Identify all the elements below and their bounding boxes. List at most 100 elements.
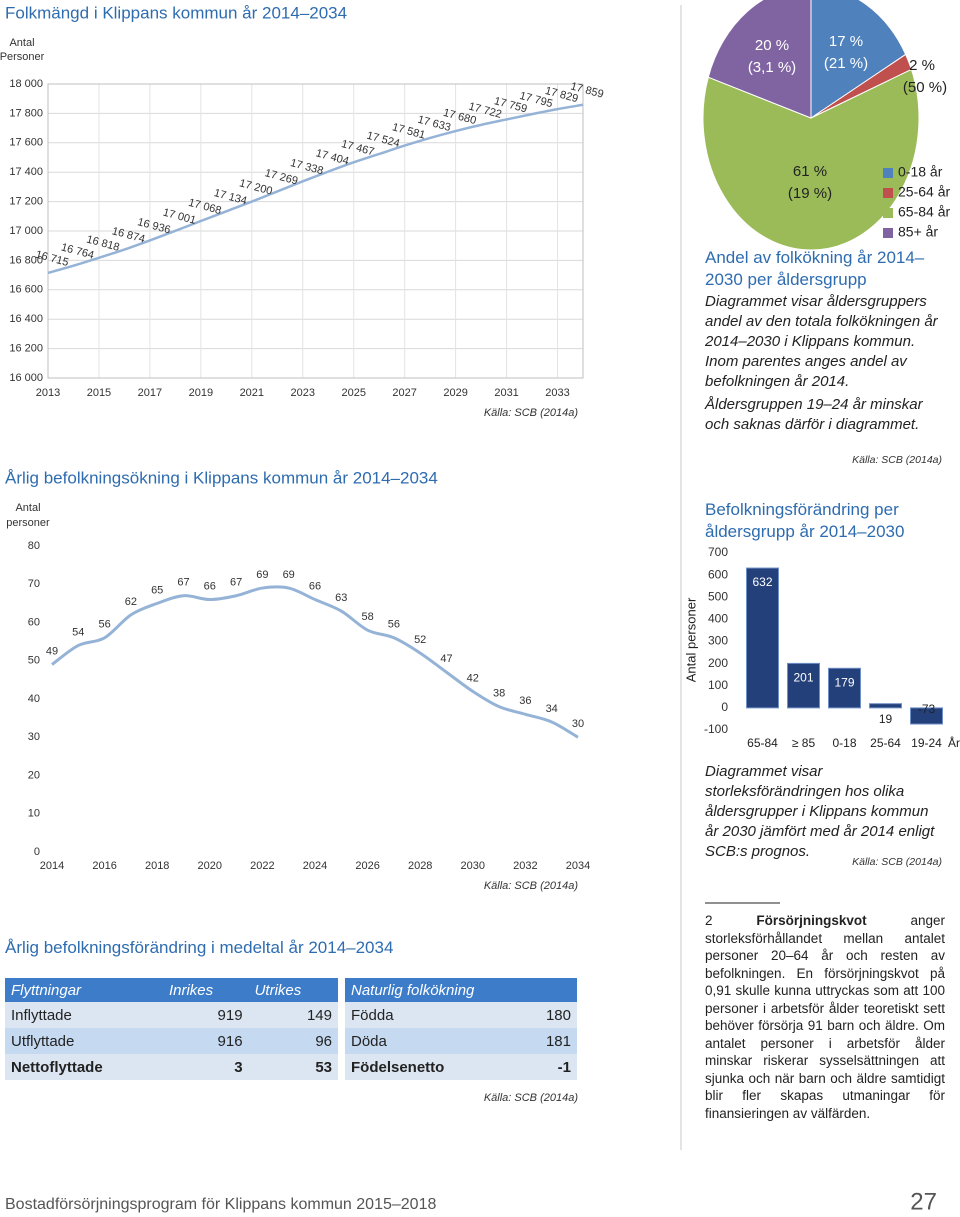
data-label: 66 <box>309 580 321 592</box>
source: Källa: SCB (2014a) <box>484 1092 578 1104</box>
chart-title: Andel av folkökning år 2014–2030 per åld… <box>705 248 925 289</box>
bar <box>869 703 902 709</box>
footnote-number: 2 <box>705 913 713 928</box>
y-tick-label: 0 <box>34 846 40 858</box>
y-tick-label: 700 <box>708 545 728 559</box>
pie-slice <box>702 68 920 251</box>
chart-title: Folkmängd i Klippans kommun år 2014–2034 <box>5 3 347 22</box>
data-label: 54 <box>72 626 84 638</box>
cell: Födelsenetto <box>345 1054 517 1080</box>
footnote: 2 Försörjningskvot anger storleksförhåll… <box>705 912 945 1122</box>
header-cell: Inrikes <box>162 978 249 1002</box>
y-tick-label: 50 <box>28 655 40 667</box>
footnote-term: Försörjningskvot <box>756 913 867 928</box>
table-row: Utflyttade 916 96 <box>5 1028 338 1054</box>
plot-frame <box>47 83 584 379</box>
y-axis-label: Antal <box>9 37 34 49</box>
data-label: 201 <box>793 671 813 685</box>
table-row: Inflyttade 919 149 <box>5 1002 338 1028</box>
table-title: Årlig befolkningsförändring i medeltal å… <box>5 938 394 957</box>
data-label: 19 <box>879 712 893 726</box>
line <box>47 103 584 275</box>
cell: 916 <box>162 1028 249 1054</box>
description: Diagrammet visar åldersgruppers andel av… <box>705 293 938 390</box>
x-tick-label: 65-84 <box>747 736 778 750</box>
cell: 181 <box>516 1028 577 1054</box>
data-label: 38 <box>493 688 505 700</box>
legend-swatch <box>883 208 893 218</box>
x-tick-label: 2027 <box>392 387 416 399</box>
page-number: 27 <box>910 1188 937 1215</box>
table: Naturlig folkökning Födda 180 Döda 181 Föd… <box>345 978 577 1080</box>
share-label: (3,1 %) <box>748 59 796 76</box>
y-tick-label: 300 <box>708 634 728 648</box>
y-tick-label: 200 <box>708 656 728 670</box>
cell: Nettoflyttade <box>5 1054 163 1080</box>
table-row: Döda 181 <box>345 1028 577 1054</box>
y-tick-label: 16 000 <box>9 372 43 384</box>
data-label: 34 <box>546 703 558 715</box>
y-tick-label: 0 <box>721 700 728 714</box>
y-tick-label: 600 <box>708 567 728 581</box>
x-tick-label: 2034 <box>566 860 590 872</box>
header-cell: Flyttningar <box>5 978 163 1002</box>
legend-label: 0-18 år <box>898 164 943 180</box>
data-label: 65 <box>151 584 163 596</box>
data-label: 66 <box>204 580 216 592</box>
x-tick-label: 2017 <box>138 387 162 399</box>
table-row: Nettoflyttade 3 53 <box>5 1054 338 1080</box>
x-tick-label: ≥ 85 <box>792 736 816 750</box>
bar <box>828 667 861 709</box>
cell: 53 <box>248 1054 338 1080</box>
x-tick-label: 2020 <box>198 860 222 872</box>
data-label: 67 <box>177 577 189 589</box>
cell: Födda <box>345 1002 517 1028</box>
source: Källa: SCB (2014a) <box>852 856 942 868</box>
data-label: 56 <box>388 619 400 631</box>
y-axis-label: Antal <box>15 502 40 514</box>
header-cell: Utrikes <box>248 978 338 1002</box>
source: Källa: SCB (2014a) <box>852 454 942 466</box>
data-label: 47 <box>440 653 452 665</box>
footnote-text: anger storleksförhållandet mellan antale… <box>705 913 945 1121</box>
table-row: Födelsenetto -1 <box>345 1054 577 1080</box>
y-tick-label: 16 200 <box>9 343 43 355</box>
y-tick-label: 16 600 <box>9 284 43 296</box>
table-header: Naturlig folkökning <box>345 978 577 1002</box>
cell: 149 <box>248 1002 338 1028</box>
legend-swatch <box>883 188 893 198</box>
share-label: (19 %) <box>788 185 832 202</box>
x-axis-label: År <box>948 735 960 750</box>
y-tick-label: 400 <box>708 612 728 626</box>
x-tick-label: 19-24 <box>911 736 942 750</box>
x-tick-label: 2025 <box>341 387 365 399</box>
x-tick-label: 2019 <box>189 387 213 399</box>
y-tick-label: 80 <box>28 540 40 552</box>
data-label: 20 % <box>755 37 789 54</box>
x-tick-label: 2021 <box>240 387 264 399</box>
data-label: 56 <box>98 619 110 631</box>
x-tick-label: 25-64 <box>870 736 901 750</box>
x-tick-label: 2018 <box>145 860 169 872</box>
data-label: 42 <box>467 672 479 684</box>
cell: 96 <box>248 1028 338 1054</box>
bar <box>787 662 820 709</box>
x-tick-label: 2016 <box>92 860 116 872</box>
data-label: 52 <box>414 634 426 646</box>
y-tick-label: 16 800 <box>9 254 43 266</box>
x-tick-label: 2022 <box>250 860 274 872</box>
source: Källa: SCB (2014a) <box>484 407 578 419</box>
y-tick-label: 16 400 <box>9 313 43 325</box>
data-label: -73 <box>918 702 936 716</box>
bar <box>746 567 779 709</box>
y-tick-label: 70 <box>28 578 40 590</box>
data-label: 17 % <box>829 33 863 50</box>
y-tick-label: 100 <box>708 678 728 692</box>
y-axis-label: Personer <box>0 51 45 63</box>
y-tick-label: 17 800 <box>9 107 43 119</box>
x-tick-label: 2013 <box>36 387 60 399</box>
legend-label: 85+ år <box>898 224 938 240</box>
description: Diagrammet visar storleksförändringen ho… <box>705 763 935 860</box>
